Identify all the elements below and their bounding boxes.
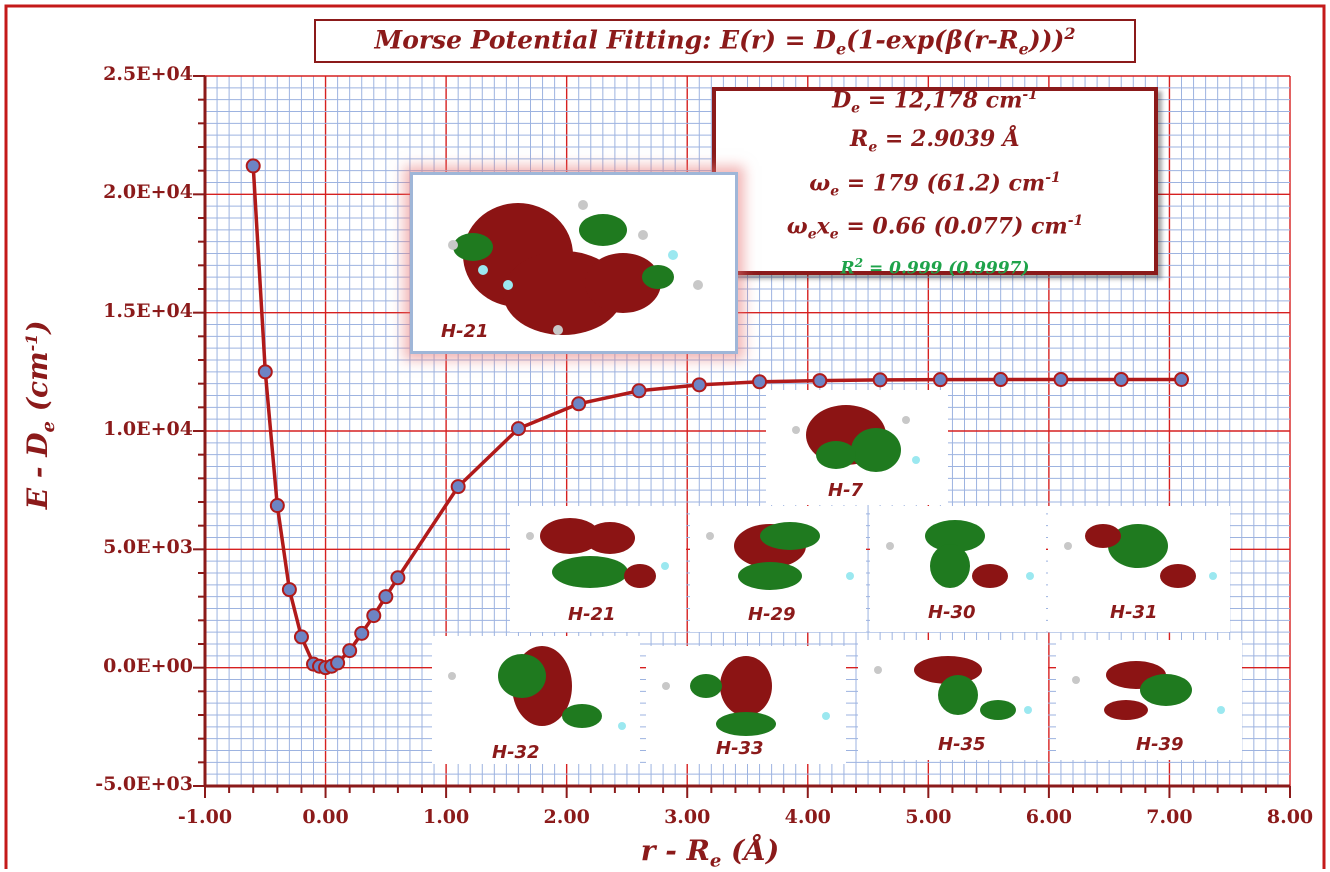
data-point xyxy=(378,589,394,605)
data-point xyxy=(342,643,358,659)
y-tick-label: 2.5E+04 xyxy=(103,63,193,85)
param-wexe: ωexe = 0.66 (0.077) cm-1 xyxy=(786,213,1084,243)
orbital-image-h29: H-29 xyxy=(690,506,866,632)
chart-title: Morse Potential Fitting: E(r) = De(1-exp… xyxy=(314,19,1136,63)
x-tick-label: 7.00 xyxy=(1146,806,1193,828)
orbital-label-h32: H-32 xyxy=(492,742,540,763)
x-tick-label: 8.00 xyxy=(1266,806,1314,828)
x-tick-label: 0.00 xyxy=(302,806,349,828)
param-re: Re = 2.9039 Å xyxy=(850,126,1020,156)
orbital-label-h35: H-35 xyxy=(938,734,986,755)
axes xyxy=(193,75,1291,798)
orbital-label-h29: H-29 xyxy=(748,604,796,625)
orbital-label-h31: H-31 xyxy=(1110,602,1158,623)
data-point xyxy=(993,372,1009,388)
orbital-render-h21b xyxy=(526,518,669,588)
orbital-label-h30: H-30 xyxy=(928,602,976,623)
orbital-label-h39: H-39 xyxy=(1136,734,1184,755)
orbital-image-h31: H-31 xyxy=(1048,506,1230,632)
data-point xyxy=(1113,371,1129,387)
orbital-render-h39 xyxy=(1072,661,1225,720)
x-tick-label: 1.00 xyxy=(422,806,470,828)
x-tick-label: -1.00 xyxy=(177,806,233,828)
data-point xyxy=(872,372,888,388)
x-axis-label: r - Re (Å) xyxy=(640,834,780,872)
data-point xyxy=(571,396,587,412)
series-line xyxy=(251,165,1182,670)
orbital-label-h33: H-33 xyxy=(716,738,764,759)
data-point xyxy=(691,377,707,393)
data-point xyxy=(257,364,273,380)
data-point xyxy=(752,374,768,390)
data-point xyxy=(366,608,382,624)
orbital-image-h32: H-32 xyxy=(432,636,640,764)
x-tick-label: 4.00 xyxy=(784,806,831,828)
data-point xyxy=(450,479,466,495)
data-point xyxy=(281,582,297,598)
y-tick-label: 1.5E+04 xyxy=(103,299,193,322)
data-point xyxy=(354,625,370,641)
y-tick-label: 2.0E+04 xyxy=(103,181,193,204)
x-tick-label: 3.00 xyxy=(664,806,711,828)
orbital-image-h30: H-30 xyxy=(870,506,1046,632)
y-tick-label: -5.0E+03 xyxy=(95,773,193,795)
orbital-render-h29 xyxy=(706,522,854,590)
data-point xyxy=(631,383,647,399)
y-tick-label: 1.0E+04 xyxy=(103,418,193,440)
orbital-label-main: H-21 xyxy=(441,321,489,342)
x-tick-label: 6.00 xyxy=(1025,806,1073,828)
orbital-image-main: H-21 xyxy=(410,172,738,354)
x-tick-label: 5.00 xyxy=(905,806,952,828)
orbital-render-h35 xyxy=(874,656,1032,720)
orbital-render-h32 xyxy=(448,646,626,730)
orbital-render-main xyxy=(448,200,703,335)
data-point xyxy=(390,570,406,586)
x-tick-label: 2.00 xyxy=(543,806,590,828)
param-de: De = 12,178 cm-1 xyxy=(832,87,1038,118)
data-point xyxy=(330,655,346,671)
orbital-render-h33 xyxy=(662,656,830,736)
data-point xyxy=(510,421,526,437)
orbital-render-h31 xyxy=(1064,524,1217,588)
y-axis-label: E - De (cm-1) xyxy=(21,320,59,510)
data-point xyxy=(269,498,285,514)
y-tick-label: 5.0E+03 xyxy=(103,536,193,559)
orbital-image-h7: H-7 xyxy=(766,390,948,505)
orbital-image-h35: H-35 xyxy=(858,640,1048,760)
orbital-image-h39: H-39 xyxy=(1056,640,1242,760)
orbital-image-h33: H-33 xyxy=(646,646,846,764)
param-r2: R2 = 0.999 (0.9997) xyxy=(840,255,1030,279)
orbital-label-h7: H-7 xyxy=(828,480,864,501)
data-point xyxy=(932,372,948,388)
series-markers xyxy=(245,158,1189,676)
data-point xyxy=(1174,371,1189,387)
y-tick-label: 0.0E+00 xyxy=(103,654,193,677)
data-point xyxy=(1053,371,1069,387)
data-point xyxy=(293,629,309,645)
orbital-render-h30 xyxy=(886,520,1034,588)
param-we: ωe = 179 (61.2) cm-1 xyxy=(809,169,1061,200)
fit-parameters-box: De = 12,178 cm-1 Re = 2.9039 Å ωe = 179 … xyxy=(712,87,1158,279)
orbital-label-h21b: H-21 xyxy=(568,604,616,625)
orbital-render-h7 xyxy=(792,405,920,472)
orbital-image-h21b: H-21 xyxy=(510,506,686,632)
data-point xyxy=(812,373,828,389)
data-point xyxy=(245,158,261,174)
